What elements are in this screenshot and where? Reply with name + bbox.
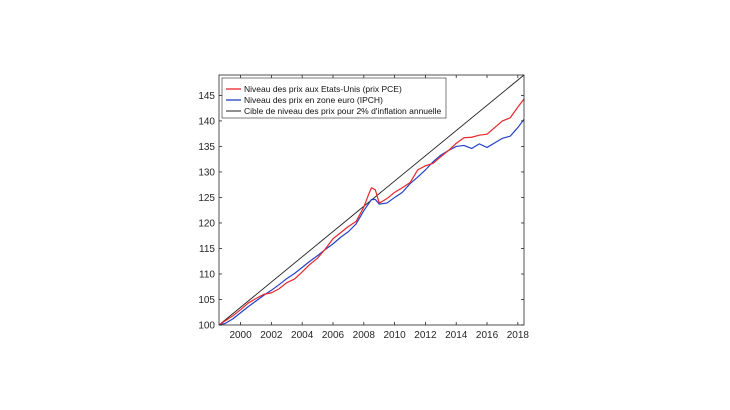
legend-label-target: Cible de niveau des prix pour 2% d'infla…	[244, 106, 442, 116]
y-tick-label: 120	[198, 218, 215, 229]
y-tick-label: 105	[198, 295, 215, 306]
x-axis: 2000 2002 2004 2006 2008 2010 2012 2014 2016 2018	[229, 75, 529, 341]
y-tick-label: 115	[199, 244, 215, 255]
x-tick-label: 2010	[383, 330, 406, 341]
y-tick-label: 125	[198, 193, 215, 204]
series-line-us-pce	[218, 98, 525, 326]
x-tick-label: 2012	[414, 330, 437, 341]
legend: Niveau des prix aux Etats-Unis (prix PCE…	[221, 77, 447, 119]
y-tick-label: 135	[198, 142, 215, 153]
x-tick-label: 2016	[476, 330, 499, 341]
x-tick-label: 2004	[291, 330, 314, 341]
legend-label-us-pce: Niveau des prix aux Etats-Unis (prix PCE…	[244, 84, 402, 94]
axes-frame	[218, 74, 525, 326]
legend-label-euro-hicp: Niveau des prix en zone euro (IPCH)	[244, 95, 383, 105]
x-tick-label: 2018	[507, 330, 530, 341]
series-line-euro-hicp	[218, 119, 525, 326]
y-axis: 100 105 110 115 120 125 130 135 140 145	[198, 91, 524, 332]
x-tick-label: 2000	[229, 330, 252, 341]
y-tick-label: 140	[198, 116, 215, 127]
x-tick-label: 2006	[322, 330, 345, 341]
x-tick-label: 2008	[353, 330, 376, 341]
series-layer	[218, 74, 525, 326]
y-tick-label: 100	[198, 321, 215, 332]
y-tick-label: 130	[198, 167, 215, 178]
y-tick-label: 145	[198, 91, 215, 102]
x-tick-label: 2002	[260, 330, 283, 341]
x-tick-label: 2014	[445, 330, 468, 341]
y-tick-label: 110	[199, 269, 215, 280]
legend-box	[221, 77, 447, 119]
